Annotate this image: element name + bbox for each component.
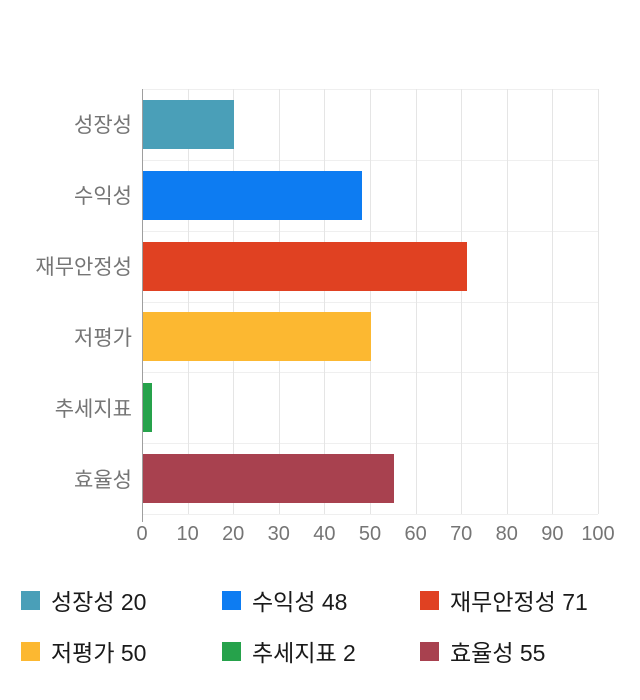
- vertical-gridline: [552, 89, 554, 514]
- legend-swatch: [21, 590, 40, 610]
- vertical-gridline: [187, 89, 189, 514]
- vertical-gridline: [598, 89, 599, 514]
- legend-label: 성장성 20: [51, 589, 147, 615]
- x-axis-tick-label: 10: [176, 523, 199, 545]
- vertical-gridline: [415, 89, 417, 514]
- legend-label: 추세지표 2: [252, 640, 356, 666]
- bar-1[interactable]: [143, 99, 235, 149]
- x-axis-tick-label: 100: [581, 523, 615, 545]
- legend-item: 추세지표 2: [222, 640, 356, 666]
- legend-swatch: [420, 590, 439, 610]
- vertical-gridline: [278, 89, 280, 514]
- legend-swatch: [21, 641, 40, 661]
- legend-item: 재무안정성 71: [420, 589, 588, 615]
- x-axis-tick-label: 60: [404, 523, 427, 545]
- y-axis-line: [142, 89, 143, 522]
- y-axis-category-label: 성장성: [74, 114, 132, 138]
- legend-label: 저평가 50: [51, 640, 147, 666]
- vertical-gridline: [233, 89, 235, 514]
- legend-item: 저평가 50: [21, 640, 146, 666]
- bar-3[interactable]: [143, 241, 467, 291]
- bar-6[interactable]: [143, 454, 394, 504]
- x-axis-tick-label: 0: [136, 523, 148, 545]
- y-axis-category-label: 저평가: [74, 326, 132, 350]
- y-axis-category-label: 효율성: [74, 468, 132, 492]
- bar-4[interactable]: [143, 312, 371, 362]
- legend-label: 재무안정성 71: [450, 589, 588, 615]
- horizontal-gridline: [142, 514, 598, 515]
- bar-5[interactable]: [143, 383, 153, 433]
- x-axis-tick-label: 30: [267, 523, 290, 545]
- vertical-gridline: [370, 89, 371, 514]
- y-axis-category-label: 수익성: [74, 185, 132, 209]
- legend-item: 수익성 48: [222, 589, 347, 615]
- x-axis-tick-label: 90: [541, 523, 564, 545]
- vertical-gridline: [506, 89, 508, 514]
- bar-2[interactable]: [143, 170, 362, 220]
- x-axis-tick-label: 40: [313, 523, 336, 545]
- legend-item: 효율성 55: [420, 640, 545, 666]
- legend-label: 수익성 48: [252, 589, 348, 615]
- y-axis-category-label: 추세지표: [54, 397, 132, 421]
- x-axis-tick-label: 70: [450, 523, 473, 545]
- y-axis-category-label: 재무안정성: [35, 256, 132, 280]
- vertical-gridline: [461, 89, 463, 514]
- legend-swatch: [420, 641, 439, 661]
- legend-label: 효율성 55: [450, 640, 546, 666]
- x-axis-tick-label: 50: [358, 523, 382, 545]
- vertical-gridline: [324, 89, 326, 514]
- x-axis-tick-label: 20: [222, 523, 245, 545]
- legend-swatch: [222, 641, 241, 661]
- legend-swatch: [222, 590, 241, 610]
- legend-item: 성장성 20: [21, 589, 146, 615]
- x-axis-tick-label: 80: [495, 523, 518, 545]
